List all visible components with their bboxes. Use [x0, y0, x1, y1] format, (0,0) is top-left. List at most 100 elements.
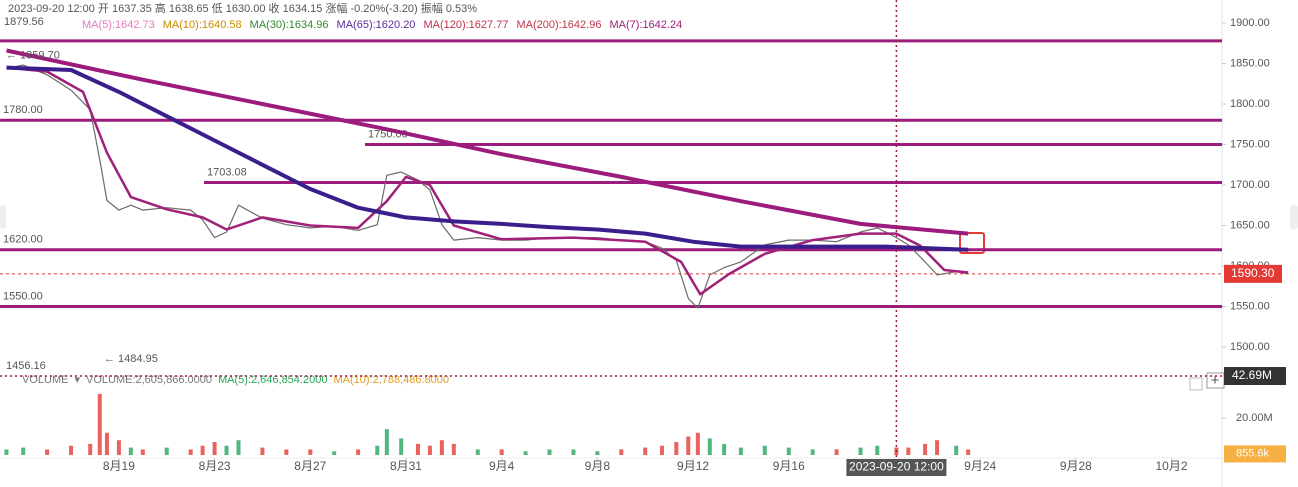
- legend-entry: MA(30):1634.96: [250, 19, 329, 31]
- y-tick-label: 1850.00: [1230, 57, 1270, 69]
- legend-entry: MA(5):1642.73: [82, 19, 155, 31]
- price-annotation: ← 1859.70: [6, 50, 60, 62]
- crosshair-time-label: 2023-09-20 12:00: [849, 460, 944, 474]
- volume-badge: [1224, 445, 1286, 463]
- volume-legend: VOLUME ▾ VOLUME:2,605,866.0000 MA(5):2,646,…: [22, 374, 449, 386]
- price-badge: [1224, 264, 1282, 283]
- volume-bar: [45, 449, 50, 455]
- series-line: [6, 65, 969, 252]
- volume-bar: [875, 445, 880, 455]
- x-tick-label: 9月16: [773, 459, 805, 473]
- legend-entry: MA(10):1640.58: [163, 19, 242, 31]
- side-handle[interactable]: [1290, 205, 1298, 229]
- indicator-legend: MA(5):1642.73 MA(10):1640.58 MA(30):1634.9…: [82, 19, 682, 31]
- x-tick-label: 9月4: [489, 459, 515, 473]
- volume-bar: [451, 443, 456, 455]
- volume-bar: [762, 445, 767, 455]
- volume-bar: [260, 447, 265, 455]
- header: 2023-09-20 12:00 开 1637.35 高 1638.65 低 1…: [8, 1, 477, 15]
- volume-bar: [834, 449, 839, 455]
- volume-bar: [224, 445, 229, 455]
- volume-bar: [69, 445, 74, 455]
- volume-tick-label: 20.00M: [1236, 412, 1273, 424]
- volume-bar: [475, 449, 480, 455]
- volume-bar: [695, 432, 700, 455]
- volume-bar: [439, 440, 444, 455]
- volume-bar: [722, 443, 727, 455]
- volume-bar: [21, 447, 26, 455]
- legend-entry: MA(200):1642.96: [516, 19, 601, 31]
- level-label: 1780.00: [3, 104, 43, 116]
- volume-bar: [643, 447, 648, 455]
- drawn-box: [959, 232, 985, 254]
- x-tick-label: 8月19: [103, 459, 135, 473]
- volume-bar: [595, 451, 600, 455]
- volume-bar: [384, 429, 389, 455]
- volume-bar: [188, 449, 193, 455]
- volume-bar: [810, 449, 815, 455]
- price-annotation: 1456.16: [6, 360, 46, 372]
- volume-bar: [547, 449, 552, 455]
- price-annotation: 1879.56: [4, 16, 44, 28]
- volume-bar: [236, 440, 241, 455]
- volume-bar: [707, 438, 712, 455]
- scale-button[interactable]: [1189, 377, 1203, 391]
- volume-bar: [427, 445, 432, 455]
- y-tick-label: 1700.00: [1230, 179, 1270, 191]
- volume-bar: [356, 449, 361, 455]
- volume-bar: [308, 449, 313, 455]
- volume-bar: [738, 447, 743, 455]
- y-tick-label: 1550.00: [1230, 300, 1270, 312]
- volume-bar: [128, 447, 133, 455]
- volume-bar: [619, 449, 624, 455]
- legend-entry: MA(7):1642.24: [609, 19, 682, 31]
- x-tick-label: 9月8: [585, 459, 611, 473]
- y-tick-label: 1650.00: [1230, 219, 1270, 231]
- volume-bar: [4, 449, 9, 455]
- volume-bar: [674, 442, 679, 455]
- volume-bar: [332, 451, 337, 455]
- series-line: [6, 48, 969, 236]
- y-tick-label: 1800.00: [1230, 98, 1270, 110]
- x-tick-label: 9月24: [964, 459, 996, 473]
- level-label: 1550.00: [3, 290, 43, 302]
- x-tick-label: 10月2: [1156, 459, 1188, 473]
- volume-ma10: MA(10):2,788,486.8000: [333, 374, 449, 386]
- volume-caret: ▾: [74, 374, 80, 386]
- volume-bar: [212, 442, 217, 455]
- volume-bar: [104, 432, 109, 455]
- legend-entry: MA(120):1627.77: [423, 19, 508, 31]
- crosshair-value-badge: [1224, 367, 1286, 386]
- volume-bar: [88, 443, 93, 455]
- volume-bar: [935, 440, 940, 455]
- x-tick-label: 8月31: [390, 459, 422, 473]
- volume-bar: [415, 443, 420, 455]
- y-tick-label: 1500.00: [1230, 341, 1270, 353]
- volume-ma5: MA(5):2,646,854.2000: [218, 374, 327, 386]
- volume-bar: [375, 445, 380, 455]
- price-badge-label: 1590.30: [1231, 266, 1275, 280]
- volume-bar: [923, 443, 928, 455]
- volume-bar: [906, 447, 911, 455]
- x-tick-label: 9月28: [1060, 459, 1092, 473]
- x-tick-label: 8月23: [199, 459, 231, 473]
- volume-bar: [858, 447, 863, 455]
- volume-bar: [523, 451, 528, 455]
- volume-badge-label: 855.6k: [1236, 447, 1270, 459]
- add-icon[interactable]: +: [1211, 372, 1220, 389]
- level-label: 1620.00: [3, 234, 43, 246]
- volume-bar: [97, 393, 102, 455]
- volume-bar: [686, 436, 691, 455]
- volume-bar: [786, 447, 791, 455]
- volume-bar: [499, 449, 504, 455]
- x-tick-label: 8月27: [294, 459, 326, 473]
- volume-bar: [116, 440, 121, 455]
- legend-entry: MA(65):1620.20: [337, 19, 416, 31]
- volume-bar: [966, 449, 971, 455]
- volume-bar: [954, 445, 959, 455]
- side-handle[interactable]: [0, 205, 6, 229]
- y-tick-label: 1750.00: [1230, 138, 1270, 150]
- series-line: [6, 66, 969, 296]
- crosshair-value-label: 42.69M: [1232, 368, 1272, 382]
